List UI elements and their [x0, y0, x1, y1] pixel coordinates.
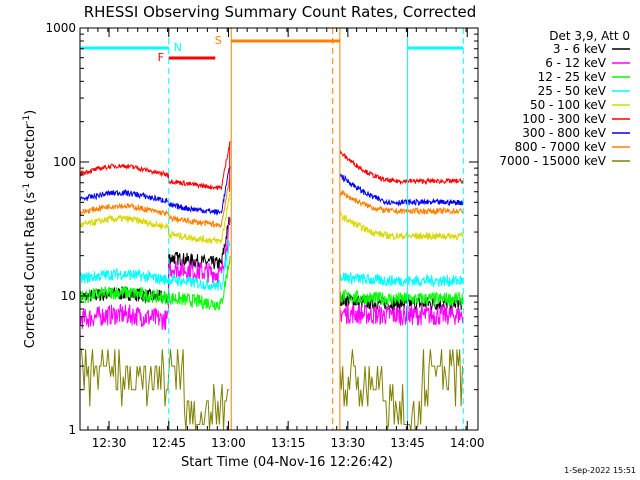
- series-line: [79, 141, 231, 190]
- series-6-12-kev: [79, 217, 464, 331]
- y-axis: 1 10 100 1000: [45, 21, 478, 437]
- legend-label: 50 - 100 keV: [530, 98, 607, 112]
- x-tick-label: 13:30: [331, 436, 366, 450]
- x-tick-label: 13:15: [271, 436, 306, 450]
- series-line: [339, 303, 464, 327]
- plot-area: NF S: [79, 28, 464, 431]
- plot-frame: [79, 27, 479, 431]
- series-300-800-kev: [79, 166, 464, 216]
- series-line: [79, 217, 231, 331]
- y-tick-label: 10: [61, 289, 76, 303]
- chart-title: RHESSI Observing Summary Count Rates, Co…: [84, 3, 477, 21]
- y-tick-label: 1: [68, 423, 76, 437]
- flag-label-s: S: [215, 34, 222, 47]
- legend-label: 300 - 800 keV: [522, 126, 606, 140]
- x-tick-label: 13:00: [211, 436, 246, 450]
- series-7000-15000-kev: [80, 348, 463, 431]
- series-800-7000-kev: [79, 177, 464, 229]
- series-line: [79, 177, 231, 229]
- flag-label-f: F: [158, 51, 164, 64]
- series-line: [79, 166, 231, 216]
- footer-date: 1-Sep-2022 15:51: [564, 466, 636, 475]
- series-line: [339, 150, 464, 186]
- x-axis-label: Start Time (04-Nov-16 12:26:42): [181, 455, 393, 470]
- series-line: [79, 193, 231, 245]
- series-100-300-kev: [79, 141, 464, 190]
- series-line: [339, 210, 464, 241]
- y-axis-label: Corrected Count Rate (s-1 detector-1): [22, 110, 38, 348]
- series-line: [339, 272, 464, 288]
- legend-label: 100 - 300 keV: [522, 112, 606, 126]
- legend-label: 7000 - 15000 keV: [499, 154, 606, 168]
- x-tick-label: 12:45: [151, 436, 186, 450]
- series-50-100-kev: [79, 193, 464, 245]
- flag-label-n: N: [174, 41, 182, 54]
- x-tick-label: 12:30: [92, 436, 127, 450]
- legend-header: Det 3,9, Att 0: [549, 29, 630, 43]
- series-line: [339, 190, 464, 216]
- series-line: [339, 173, 464, 207]
- legend-label: 800 - 7000 keV: [515, 140, 607, 154]
- series-12-25-kev: [79, 255, 464, 311]
- legend-label: 6 - 12 keV: [545, 56, 607, 70]
- series-line: [79, 240, 231, 291]
- x-axis: 12:30 12:45 13:00 13:15 13:30 13:45 14:00: [87, 28, 485, 450]
- series-line: [339, 349, 463, 431]
- legend-label: 25 - 50 keV: [538, 84, 607, 98]
- x-tick-label: 14:00: [450, 436, 485, 450]
- y-tick-label: 1000: [45, 21, 76, 35]
- series-line: [79, 255, 231, 311]
- legend-label: 12 - 25 keV: [538, 70, 607, 84]
- legend-label: 3 - 6 keV: [553, 42, 607, 56]
- series-line: [339, 289, 464, 307]
- series-line: [80, 348, 230, 431]
- y-tick-label: 100: [53, 155, 76, 169]
- x-tick-label: 13:45: [390, 436, 425, 450]
- series-25-50-kev: [79, 240, 464, 291]
